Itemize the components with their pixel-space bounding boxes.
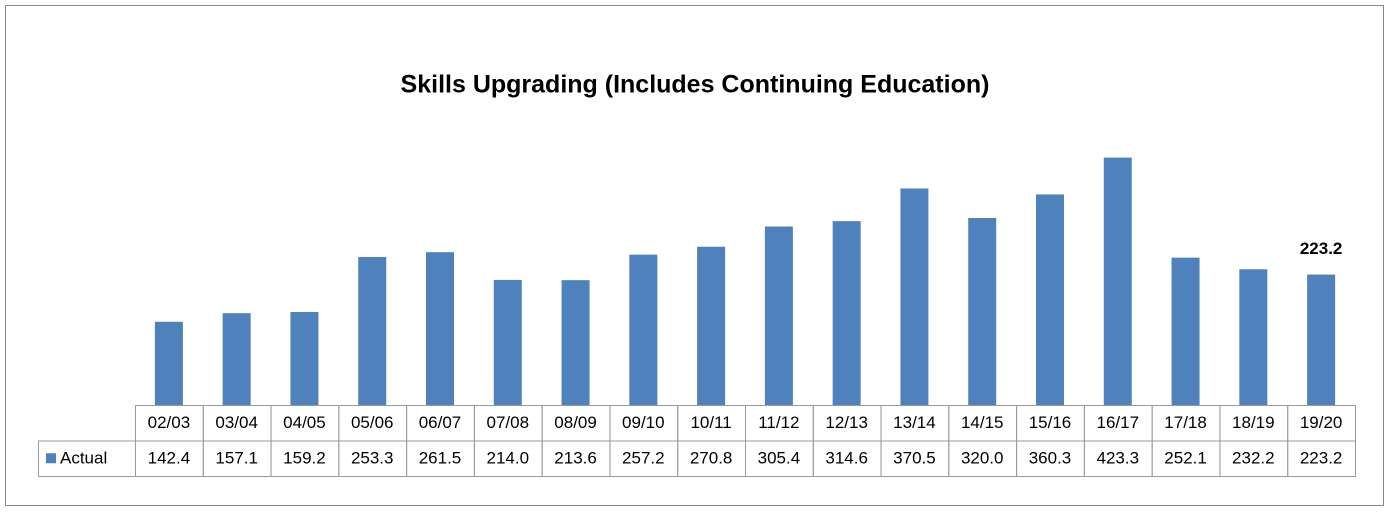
bar: [426, 252, 454, 405]
bar: [629, 254, 658, 405]
x-tick-label: 04/05: [283, 413, 326, 432]
x-tick-label: 18/19: [1232, 413, 1275, 432]
bar: [154, 321, 183, 405]
table-cell: [1287, 440, 1356, 477]
table-value: 142.4: [148, 449, 191, 468]
x-tick-label: 10/11: [690, 413, 731, 432]
x-tick-label: 11/12: [758, 413, 799, 432]
table-value: 257.2: [622, 449, 665, 468]
x-tick-label: 13/14: [893, 413, 936, 432]
bar: [290, 311, 319, 405]
x-tick-label: 07/08: [487, 413, 530, 432]
table-value: 261.5: [419, 449, 462, 468]
table-value: 314.6: [825, 449, 868, 468]
bar: [832, 221, 861, 405]
table-value: 270.8: [690, 449, 733, 468]
table-value: 360.3: [1029, 449, 1072, 468]
x-tick-label: 14/15: [961, 413, 1004, 432]
x-tick-label: 17/18: [1164, 413, 1207, 432]
x-tick-label: 06/07: [419, 413, 462, 432]
table-value: 305.4: [758, 449, 801, 468]
bar: [1307, 274, 1336, 405]
table-value: 157.1: [215, 449, 258, 468]
bar: [561, 280, 590, 405]
bar: [900, 188, 929, 405]
bar: [1171, 257, 1200, 405]
bar: [493, 279, 522, 405]
bar: [968, 217, 997, 405]
table-value: 213.6: [554, 449, 597, 468]
legend-swatch: [46, 453, 56, 464]
table-value: 232.2: [1232, 449, 1275, 468]
chart-title: Skills Upgrading (Includes Continuing Ed…: [401, 71, 990, 99]
x-tick-label: 05/06: [351, 413, 394, 432]
table-value: 214.0: [487, 449, 530, 468]
bar: [1036, 194, 1064, 405]
bar: [697, 246, 726, 405]
table-value: 159.2: [283, 449, 326, 468]
table-value: 320.0: [961, 449, 1004, 468]
x-tick-label: 16/17: [1097, 413, 1140, 432]
table-value: 252.1: [1164, 449, 1207, 468]
chart-border: [5, 5, 1384, 506]
x-tick-label: 09/10: [622, 413, 665, 432]
legend-label: Actual: [60, 449, 107, 468]
x-tick-label: 02/03: [148, 413, 191, 432]
table-value: 423.3: [1097, 449, 1140, 468]
table-value: 253.3: [351, 449, 394, 468]
x-tick-label: 19/20: [1300, 413, 1343, 432]
bar: [222, 313, 251, 405]
table-value: 370.5: [893, 449, 936, 468]
x-tick-label: 15/16: [1029, 413, 1072, 432]
table-value: 223.2: [1300, 449, 1343, 468]
bar: [1239, 269, 1268, 405]
x-tick-label: 08/09: [554, 413, 597, 432]
x-tick-label: 03/04: [215, 413, 258, 432]
bar: [764, 226, 793, 405]
data-label: 223.2: [1300, 239, 1343, 258]
bar: [358, 256, 387, 405]
bar: [1103, 157, 1132, 405]
x-tick-label: 12/13: [825, 413, 868, 432]
